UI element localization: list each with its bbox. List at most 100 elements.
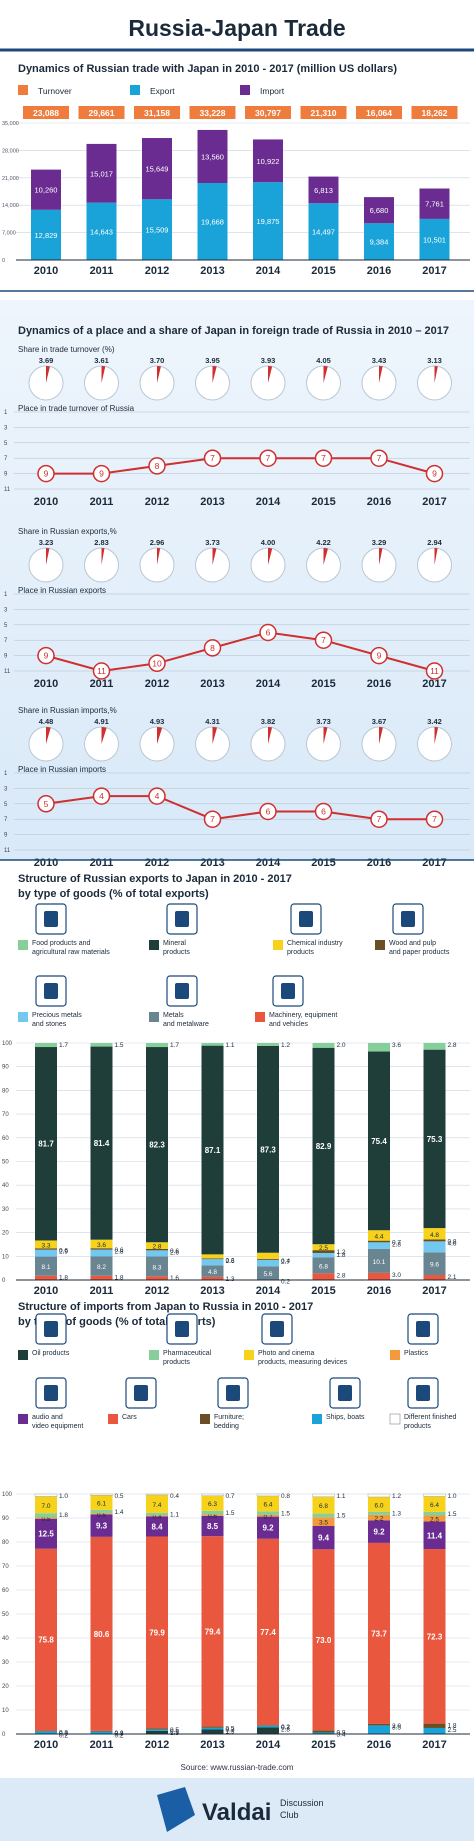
legend-swatch bbox=[149, 1012, 159, 1022]
place-line bbox=[45, 795, 435, 821]
stack-segment bbox=[201, 1493, 224, 1496]
stack-segment bbox=[146, 1494, 168, 1513]
stack-segment bbox=[35, 1240, 57, 1249]
goods-icon-glyph bbox=[175, 983, 189, 999]
stack-segment bbox=[90, 1495, 113, 1510]
export-value: 19,875 bbox=[257, 217, 280, 226]
share-slice bbox=[323, 366, 328, 383]
place-value: 9 bbox=[432, 469, 437, 479]
stack-segment bbox=[146, 1515, 168, 1517]
segment-value: 2.2 bbox=[374, 1516, 383, 1523]
import-value: 15,017 bbox=[90, 169, 113, 178]
x-tick-label: 2015 bbox=[311, 265, 335, 277]
goods-icon-glyph bbox=[270, 1321, 284, 1337]
stack-segment bbox=[90, 1509, 113, 1514]
segment-value: 73.0 bbox=[316, 1636, 332, 1645]
segment-value: 1.9 bbox=[226, 1728, 235, 1735]
share-value: 3.23 bbox=[39, 538, 54, 547]
turnover-badge bbox=[245, 106, 291, 119]
import-value: 10,922 bbox=[257, 157, 280, 166]
place-tick: 11 bbox=[4, 669, 11, 675]
place-tick: 7 bbox=[4, 456, 8, 462]
y-tick-label: 28,000 bbox=[2, 148, 19, 154]
turnover-value: 30,797 bbox=[255, 108, 281, 118]
export-value: 9,384 bbox=[370, 238, 389, 247]
segment-value: 8.2 bbox=[97, 1264, 106, 1271]
stack-segment bbox=[145, 1493, 169, 1496]
stack-segment bbox=[368, 1511, 390, 1515]
place-value: 6 bbox=[266, 807, 271, 817]
import-bar bbox=[419, 188, 450, 219]
x-tick-label: 2014 bbox=[256, 1739, 281, 1751]
place-tick: 3 bbox=[4, 425, 8, 431]
segment-value: 75.8 bbox=[38, 1636, 54, 1645]
segment-value: 2.5 bbox=[430, 1517, 439, 1524]
place-point bbox=[425, 810, 444, 828]
segment-value: 6.8 bbox=[319, 1503, 328, 1510]
segment-value: 3.5 bbox=[319, 1520, 328, 1527]
segment-value: 0.2 bbox=[281, 1279, 290, 1286]
place-line bbox=[46, 457, 435, 475]
share-slice bbox=[101, 726, 107, 744]
place-point bbox=[314, 449, 333, 467]
place-label: Place in trade turnover of Russia bbox=[18, 404, 135, 413]
legend-swatch bbox=[390, 1350, 400, 1360]
x-tick-label: 2015 bbox=[311, 678, 335, 690]
stack-segment bbox=[257, 1511, 279, 1515]
stack-segment bbox=[35, 1249, 57, 1257]
share-value: 2.96 bbox=[150, 538, 165, 547]
segment-value: 82.3 bbox=[149, 1141, 165, 1150]
goods-icon-glyph bbox=[44, 911, 58, 927]
stack-segment bbox=[312, 1732, 335, 1734]
stack-segment bbox=[201, 1726, 224, 1728]
stack-segment bbox=[201, 1043, 224, 1046]
share-slice bbox=[323, 727, 328, 744]
stack-segment bbox=[312, 1493, 335, 1497]
segment-value: 9.2 bbox=[262, 1524, 274, 1533]
x-tick-label: 2013 bbox=[200, 1285, 224, 1297]
segment-value: 5.6 bbox=[263, 1271, 272, 1278]
stack-segment bbox=[368, 1496, 390, 1512]
segment-value: 1.7 bbox=[59, 1042, 68, 1049]
legend-label: Machinery, equipment bbox=[269, 1012, 337, 1019]
place-value: 7 bbox=[210, 814, 215, 824]
stack-segment bbox=[201, 1254, 224, 1259]
segment-value: 1.0 bbox=[59, 1493, 68, 1500]
stack-segment bbox=[312, 1047, 335, 1245]
x-tick-label: 2011 bbox=[90, 265, 114, 277]
goods-icon-glyph bbox=[299, 911, 313, 927]
place-value: 7 bbox=[377, 814, 382, 824]
stack-segment bbox=[423, 1549, 446, 1724]
y-tick-label: 0 bbox=[2, 1732, 6, 1738]
place-value: 7 bbox=[432, 814, 437, 824]
place-tick: 7 bbox=[4, 638, 8, 644]
segment-value: 0.7 bbox=[281, 1725, 290, 1732]
stack-segment bbox=[312, 1257, 335, 1274]
logo-sub: Club bbox=[280, 1810, 299, 1820]
stack-segment bbox=[201, 1265, 224, 1277]
stack-segment bbox=[90, 1536, 113, 1731]
place-value: 8 bbox=[210, 643, 215, 653]
segment-value: 1.1 bbox=[226, 1042, 235, 1049]
segment-value: 7.4 bbox=[152, 1502, 161, 1509]
stack-segment bbox=[368, 1248, 390, 1273]
segment-value: 6.8 bbox=[319, 1263, 328, 1270]
share-slice bbox=[46, 727, 51, 744]
segment-value: 3.6 bbox=[97, 1242, 106, 1249]
place-label: Place in Russian imports bbox=[18, 765, 106, 774]
turnover-badge bbox=[300, 106, 347, 119]
x-tick-label: 2015 bbox=[311, 496, 335, 508]
segment-value: 2.5 bbox=[319, 1245, 328, 1252]
share-label: Share in Russian exports,% bbox=[18, 527, 117, 536]
legend-swatch bbox=[149, 940, 159, 950]
stack-segment bbox=[423, 1049, 446, 1229]
place-point bbox=[370, 646, 388, 665]
segment-value: 0.2 bbox=[59, 1733, 68, 1740]
export-value: 15,509 bbox=[146, 226, 169, 235]
goods-icon-glyph bbox=[338, 1385, 352, 1401]
segment-value: 8.4 bbox=[151, 1522, 163, 1531]
segment-value: 0.7 bbox=[226, 1727, 235, 1734]
segment-value: 0.4 bbox=[281, 1258, 290, 1265]
segment-value: 2.8 bbox=[337, 1272, 346, 1279]
